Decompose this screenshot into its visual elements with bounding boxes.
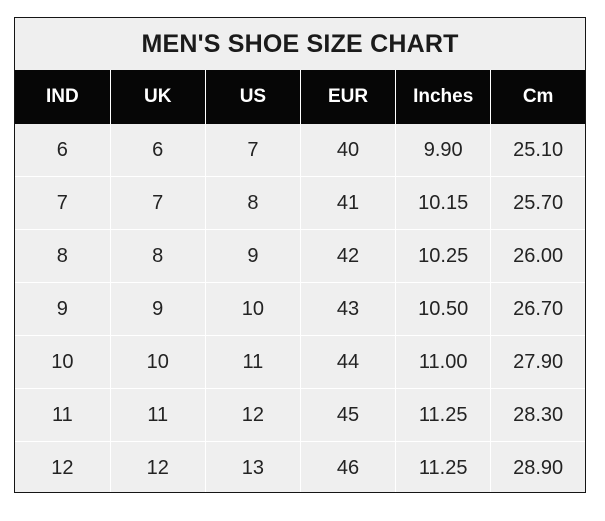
table-row: 8 8 9 42 10.25 26.00 <box>15 229 585 283</box>
table-row: 12 12 13 46 11.25 28.90 <box>15 441 585 492</box>
cell-uk: 8 <box>109 229 206 283</box>
cell-inches: 10.15 <box>395 176 491 230</box>
cell-uk: 6 <box>109 124 206 177</box>
column-header-uk: UK <box>109 70 206 124</box>
column-header-eur: EUR <box>299 70 396 124</box>
cell-inches: 11.00 <box>395 335 491 389</box>
cell-cm: 26.70 <box>490 282 585 336</box>
cell-ind: 12 <box>15 441 111 492</box>
cell-cm: 28.90 <box>490 441 585 492</box>
cell-us: 9 <box>204 229 301 283</box>
cell-inches: 10.25 <box>395 229 491 283</box>
cell-eur: 46 <box>299 441 396 492</box>
cell-eur: 42 <box>299 229 396 283</box>
cell-eur: 41 <box>299 176 396 230</box>
cell-eur: 43 <box>299 282 396 336</box>
column-header-cm: Cm <box>490 70 585 124</box>
cell-cm: 27.90 <box>490 335 585 389</box>
column-header-inches: Inches <box>395 70 491 124</box>
cell-uk: 12 <box>109 441 206 492</box>
table-row: 6 6 7 40 9.90 25.10 <box>15 124 585 177</box>
cell-uk: 7 <box>109 176 206 230</box>
cell-us: 12 <box>204 388 301 442</box>
cell-uk: 9 <box>109 282 206 336</box>
cell-us: 7 <box>204 124 301 177</box>
column-header-ind: IND <box>15 70 111 124</box>
table-row: 11 11 12 45 11.25 28.30 <box>15 388 585 442</box>
cell-cm: 28.30 <box>490 388 585 442</box>
table-body: 6 6 7 40 9.90 25.10 7 7 8 41 10.15 25.70 8 8 9 42 10.25 2… <box>15 124 585 492</box>
cell-cm: 25.70 <box>490 176 585 230</box>
cell-uk: 11 <box>109 388 206 442</box>
cell-us: 11 <box>204 335 301 389</box>
table-row: 9 9 10 43 10.50 26.70 <box>15 282 585 336</box>
cell-us: 13 <box>204 441 301 492</box>
column-header-us: US <box>204 70 301 124</box>
cell-us: 10 <box>204 282 301 336</box>
cell-eur: 44 <box>299 335 396 389</box>
cell-uk: 10 <box>109 335 206 389</box>
cell-eur: 45 <box>299 388 396 442</box>
table-row: 10 10 11 44 11.00 27.90 <box>15 335 585 389</box>
cell-eur: 40 <box>299 124 396 177</box>
cell-cm: 26.00 <box>490 229 585 283</box>
table-header-row: IND UK US EUR Inches Cm <box>15 70 585 124</box>
cell-ind: 10 <box>15 335 111 389</box>
cell-inches: 10.50 <box>395 282 491 336</box>
cell-us: 8 <box>204 176 301 230</box>
shoe-size-table: IND UK US EUR Inches Cm 6 6 7 40 9.90 25.10 7 7 8 41 10… <box>15 70 585 492</box>
cell-ind: 6 <box>15 124 111 177</box>
cell-ind: 8 <box>15 229 111 283</box>
chart-title-band: MEN'S SHOE SIZE CHART <box>15 18 585 70</box>
size-chart-table: MEN'S SHOE SIZE CHART IND UK US EUR Inches Cm… <box>14 17 586 493</box>
cell-ind: 11 <box>15 388 111 442</box>
cell-cm: 25.10 <box>490 124 585 177</box>
page-title: MEN'S SHOE SIZE CHART <box>141 29 459 58</box>
cell-inches: 11.25 <box>395 388 491 442</box>
table-row: 7 7 8 41 10.15 25.70 <box>15 176 585 230</box>
table-header: IND UK US EUR Inches Cm <box>15 70 585 124</box>
cell-ind: 7 <box>15 176 111 230</box>
cell-inches: 11.25 <box>395 441 491 492</box>
cell-inches: 9.90 <box>395 124 491 177</box>
cell-ind: 9 <box>15 282 111 336</box>
